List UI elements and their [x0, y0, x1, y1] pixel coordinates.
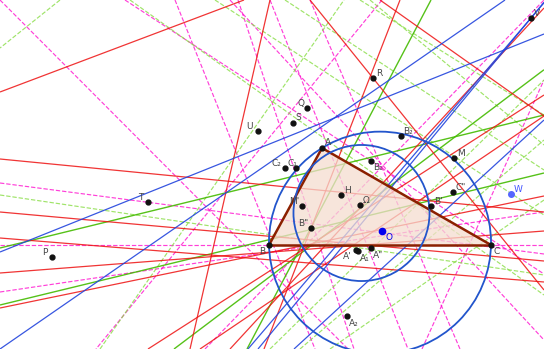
Text: A: A: [325, 138, 331, 147]
Text: U: U: [246, 122, 252, 131]
Text: C: C: [494, 247, 500, 256]
Text: A₂: A₂: [349, 319, 358, 328]
Text: V: V: [534, 9, 540, 18]
Text: C": C": [455, 183, 465, 192]
Text: C₁: C₁: [287, 159, 297, 168]
Text: M: M: [457, 149, 465, 158]
Text: B₂: B₂: [403, 127, 413, 136]
Text: B: B: [259, 247, 265, 256]
Text: Ω: Ω: [363, 196, 370, 205]
Text: Q: Q: [297, 99, 304, 108]
Text: P: P: [42, 248, 47, 257]
Text: C₂: C₂: [271, 159, 281, 168]
Text: B₁: B₁: [373, 163, 383, 172]
Text: A": A": [373, 251, 384, 260]
Text: S: S: [295, 113, 301, 122]
Text: H: H: [344, 186, 351, 195]
Polygon shape: [269, 148, 491, 245]
Text: A': A': [343, 252, 351, 261]
Text: B": B": [298, 219, 308, 228]
Text: T: T: [138, 193, 144, 202]
Text: B': B': [434, 197, 443, 206]
Text: O: O: [385, 233, 392, 242]
Text: W: W: [514, 185, 523, 194]
Text: R: R: [376, 69, 382, 78]
Text: M': M': [289, 197, 299, 206]
Text: A₁: A₁: [360, 254, 370, 263]
